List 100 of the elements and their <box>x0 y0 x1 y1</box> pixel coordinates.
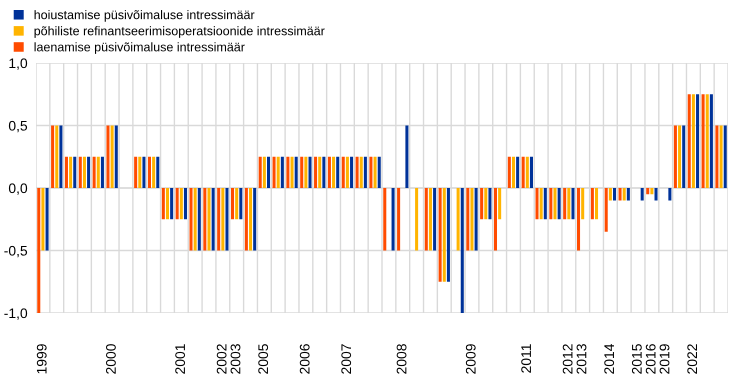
bar <box>360 156 363 188</box>
bar <box>180 188 183 220</box>
bar <box>590 188 594 220</box>
bar <box>668 188 672 200</box>
bar <box>356 156 359 188</box>
bar <box>100 156 104 188</box>
bar <box>512 156 515 188</box>
bar <box>706 94 709 188</box>
bar <box>626 188 630 200</box>
bar <box>678 126 682 188</box>
x-tick-label: 2000 <box>106 344 116 374</box>
bar <box>595 188 598 220</box>
bar <box>286 156 290 188</box>
x-tick-label: 2012 <box>562 344 573 374</box>
bar <box>156 156 160 188</box>
x-tick-label: 2002 <box>216 344 227 374</box>
bar <box>253 188 256 250</box>
bar <box>46 188 49 250</box>
bar <box>456 188 460 250</box>
bar <box>322 156 326 188</box>
bar <box>280 156 284 188</box>
bar <box>176 188 179 220</box>
legend-label: hoiustamise püsivõimaluse intressimäär <box>34 10 254 22</box>
bar <box>433 188 436 250</box>
bar <box>332 156 336 188</box>
bar <box>189 188 193 250</box>
bar <box>553 188 557 220</box>
bar <box>276 156 280 188</box>
bar <box>184 188 187 220</box>
bar <box>217 188 220 250</box>
bar <box>225 188 229 250</box>
bar <box>300 156 304 188</box>
bar <box>244 188 248 250</box>
bar <box>64 156 68 188</box>
bar <box>604 188 608 232</box>
bar <box>480 188 484 220</box>
bar <box>96 156 100 188</box>
bar <box>428 188 432 250</box>
x-tick-label: 2008 <box>396 344 406 374</box>
bar <box>73 156 76 188</box>
bar <box>318 156 322 188</box>
bar <box>37 188 40 313</box>
x-tick-label: 2009 <box>466 344 476 374</box>
y-tick-label: -0,5 <box>4 246 28 258</box>
bar <box>571 188 575 220</box>
bar <box>170 188 174 220</box>
bar <box>682 126 686 188</box>
bar <box>608 188 612 200</box>
y-tick-label: 0,5 <box>8 120 28 132</box>
bar <box>650 188 654 194</box>
bar <box>87 156 90 188</box>
bar <box>336 156 340 188</box>
bar <box>688 94 691 188</box>
bar <box>346 156 349 188</box>
bar <box>581 188 584 220</box>
x-tick-label: 2007 <box>341 344 352 374</box>
bar <box>55 126 58 188</box>
bar <box>78 156 82 188</box>
bar <box>162 188 165 220</box>
bar <box>212 188 215 250</box>
bar <box>266 156 270 188</box>
bar <box>526 156 529 188</box>
bar <box>498 188 502 220</box>
bar <box>558 188 561 220</box>
bar <box>350 156 354 188</box>
bar <box>544 188 547 220</box>
bar <box>221 188 224 250</box>
x-tick-label: 2013 <box>576 344 586 374</box>
bar <box>239 188 242 220</box>
bar <box>702 94 705 188</box>
bar <box>710 94 713 188</box>
bar <box>646 188 650 194</box>
bar <box>715 126 718 188</box>
x-tick-label: 1999 <box>36 344 47 374</box>
bar <box>508 156 511 188</box>
x-tick-label: 2019 <box>660 344 670 374</box>
bar <box>577 188 580 250</box>
legend-label: põhiliste refinantseerimisoperatsioonide intressimäär <box>34 26 325 38</box>
bar <box>114 126 118 188</box>
bar <box>696 94 700 188</box>
bar <box>92 156 96 188</box>
bar <box>438 188 442 282</box>
bar <box>612 188 616 200</box>
bar <box>563 188 566 220</box>
bar <box>328 156 331 188</box>
bar <box>446 188 450 282</box>
bar <box>674 126 677 188</box>
bar <box>314 156 318 188</box>
bar <box>166 188 169 220</box>
bar <box>567 188 570 220</box>
bar <box>374 156 377 188</box>
bar <box>294 156 298 188</box>
bar <box>106 126 110 188</box>
bar <box>249 188 252 250</box>
bar <box>198 188 201 250</box>
bar <box>530 156 533 188</box>
bar <box>494 188 498 250</box>
bar <box>654 188 658 200</box>
bar <box>203 188 206 250</box>
bar <box>415 188 418 250</box>
